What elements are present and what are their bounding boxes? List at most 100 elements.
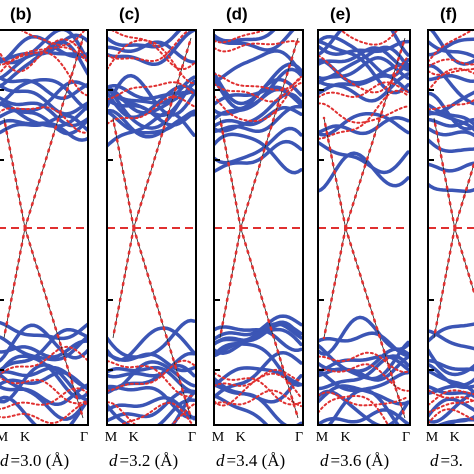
panel-frame [317,29,411,426]
band [0,376,88,405]
band [428,408,474,425]
caption-symbol: d [0,451,9,470]
band [118,401,194,425]
band [214,350,303,399]
band [0,395,88,425]
k-point-label: K [341,430,351,445]
band [214,327,303,355]
band [214,81,302,122]
band [339,30,399,46]
band [318,354,410,374]
caption-value: =3.0 (Å) [11,451,70,470]
cone-dots [453,159,474,230]
band [428,161,474,173]
band [318,45,410,81]
band [428,39,474,59]
band [428,329,474,351]
caption: d =3.2 (Å) [109,451,178,470]
band [0,320,88,341]
band [318,351,409,374]
caption-symbol: d [216,451,225,470]
cone-dots [239,226,300,420]
cone-dots [23,36,85,230]
band [19,30,86,47]
band [318,102,409,124]
cone-dots [239,36,300,230]
band [0,106,88,134]
band [0,323,88,363]
caption-value: =3.6 (Å) [331,451,390,470]
caption-value: =3.4 (Å) [227,451,286,470]
caption: d =3.4 (Å) [216,451,285,470]
band [0,365,88,389]
cone-dots [218,116,242,230]
band [0,345,88,376]
band [318,363,409,392]
k-point-label: K [20,430,30,445]
k-point-label: K [236,430,246,445]
band [428,348,474,377]
band [318,89,409,140]
band [428,126,474,138]
caption-value: =3. [441,451,463,470]
band [107,73,196,117]
band [429,30,474,66]
caption: d =3. [430,451,463,470]
band [109,30,195,71]
band-panel [107,30,196,425]
cone-dots [23,226,85,420]
band [107,389,196,423]
band [0,354,88,400]
band [428,369,474,395]
band [214,394,303,425]
band [107,39,195,85]
k-point-label: Γ [188,430,196,445]
k-point-label: K [450,430,460,445]
caption: d =3.6 (Å) [320,451,389,470]
band [214,371,302,406]
band [318,354,410,391]
band [214,67,303,116]
panel-frame [213,29,304,426]
caption-symbol: d [320,451,329,470]
band-panel [0,30,88,425]
k-point-label: M [0,430,9,445]
band [107,109,196,135]
panel-label: (e) [330,4,351,23]
band [107,95,195,125]
cone-dots [344,226,407,420]
band [214,49,303,84]
band [107,81,195,101]
cone-dots [111,116,135,230]
panel-frame [106,29,197,426]
band [107,84,196,119]
cone-dots [2,116,27,230]
band [214,40,302,53]
band [214,366,303,387]
band [214,104,303,134]
panel-frame [0,29,89,426]
band [428,397,474,418]
band [214,106,303,128]
cone-dots [453,226,474,297]
band [0,75,88,100]
cone-dots [132,226,193,420]
band [122,398,196,425]
band [0,372,88,421]
cone-dots [322,226,347,340]
cone-dots [132,36,193,230]
band [428,362,474,390]
band [318,151,410,193]
band [318,331,410,358]
band [107,30,196,67]
band [428,117,474,128]
band [107,318,196,359]
panel-frame [427,29,474,426]
band [318,391,409,407]
band-panel [214,30,303,425]
k-point-label: M [212,430,225,445]
cone-dots [322,116,347,230]
band [107,30,192,63]
band [107,359,195,392]
